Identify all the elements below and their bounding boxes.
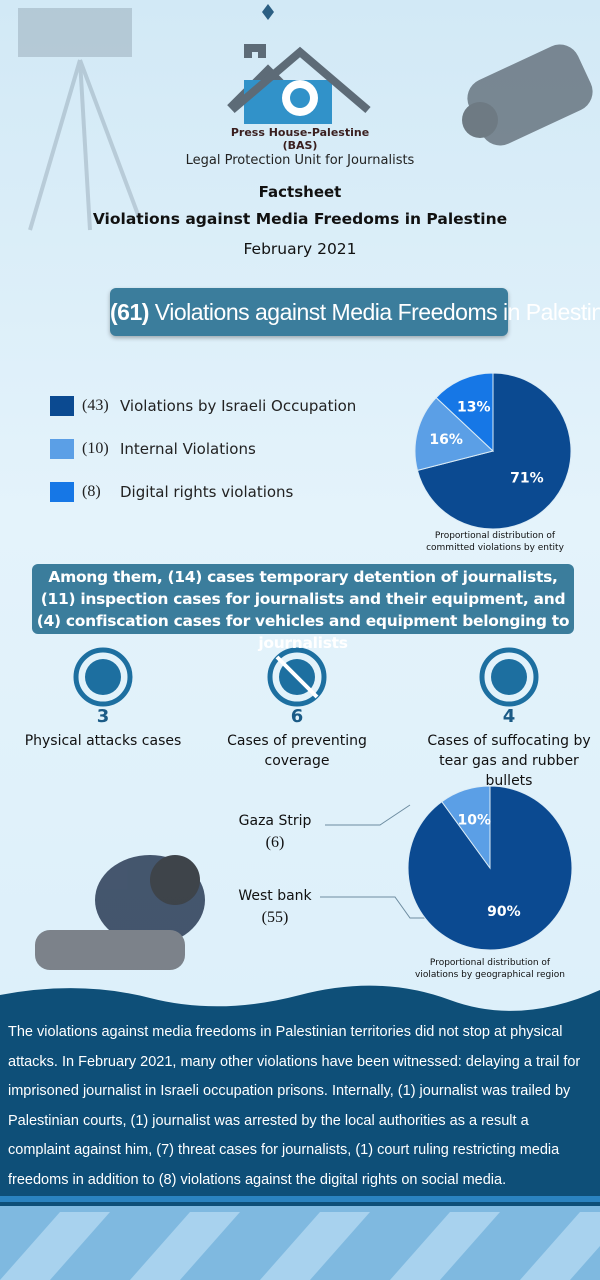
caption-line: Proportional distribution of (429, 958, 551, 968)
entity-pie: 71% 16% 13% (414, 372, 572, 530)
banner: (61) Violations against Media Freedoms i… (110, 288, 600, 336)
banner-text: Violations against Media Freedoms in Pal… (154, 299, 600, 325)
legend-swatch (50, 482, 74, 502)
pie-slice (441, 785, 491, 870)
pie-slice (435, 372, 494, 453)
org: Press House-Palestine (230, 126, 370, 139)
pie-label: 16% (429, 432, 463, 448)
stat-number: 6 (290, 706, 304, 727)
org-abbr: (BAS) (282, 139, 318, 152)
pie-slice (416, 372, 572, 530)
legend-item: (10) Internal Violations (50, 438, 380, 464)
legend-count: (10) (82, 440, 109, 457)
title: Violations against Media Freedoms in Pal… (92, 210, 508, 228)
region-label: West bank (55) (225, 885, 325, 929)
region-name: Gaza Strip (238, 813, 312, 829)
summary: Among them, (14) cases temporary detenti… (32, 564, 574, 652)
doc-type: Factsheet (258, 183, 342, 201)
legend-item: (43) Violations by Israeli Occupation (50, 395, 380, 421)
pie-label: 71% (510, 470, 544, 486)
pie-caption: Proportional distribution of committed vi… (410, 530, 580, 554)
legend-label: Violations by Israeli Occupation (120, 397, 357, 415)
legend-label: Digital rights violations (120, 483, 294, 501)
pie-label: 10% (458, 813, 492, 829)
legend-label: Internal Violations (120, 440, 256, 458)
banner-total: (61) (110, 299, 149, 325)
pie-slice (414, 396, 495, 472)
stat-label: Cases of suffocating by tear gas and rub… (427, 733, 591, 789)
caption-line: violations by geographical region (415, 970, 565, 980)
legend-swatch (50, 396, 74, 416)
legend-count: (8) (82, 483, 101, 500)
pie-caption: Proportional distribution of violations b… (405, 957, 575, 981)
region-label: Gaza Strip (6) (225, 810, 325, 854)
caption-line: Proportional distribution of (434, 531, 556, 541)
date: February 2021 (243, 240, 357, 258)
pie-label: 13% (457, 400, 491, 416)
legend-count: (43) (82, 397, 109, 414)
stat-label: Physical attacks cases (24, 733, 182, 749)
legend-item: (8) Digital rights violations (50, 481, 380, 507)
region-pie: 90% 10% (407, 785, 573, 951)
unit: Legal Protection Unit for Journalists (185, 153, 415, 168)
stat-number: 4 (502, 706, 516, 727)
stat-label: Cases of preventing coverage (227, 733, 367, 769)
region-count: (55) (261, 909, 289, 926)
pie-label: 90% (487, 904, 521, 920)
caption-line: committed violations by entity (426, 543, 564, 553)
org-name: Press House-Palestine (BAS) (200, 126, 400, 152)
stat-number: 3 (96, 706, 110, 727)
legend-swatch (50, 439, 74, 459)
region-name: West bank (238, 888, 312, 904)
footer-text: The violations against media freedoms in… (8, 1024, 581, 1188)
region-count: (6) (265, 834, 285, 851)
